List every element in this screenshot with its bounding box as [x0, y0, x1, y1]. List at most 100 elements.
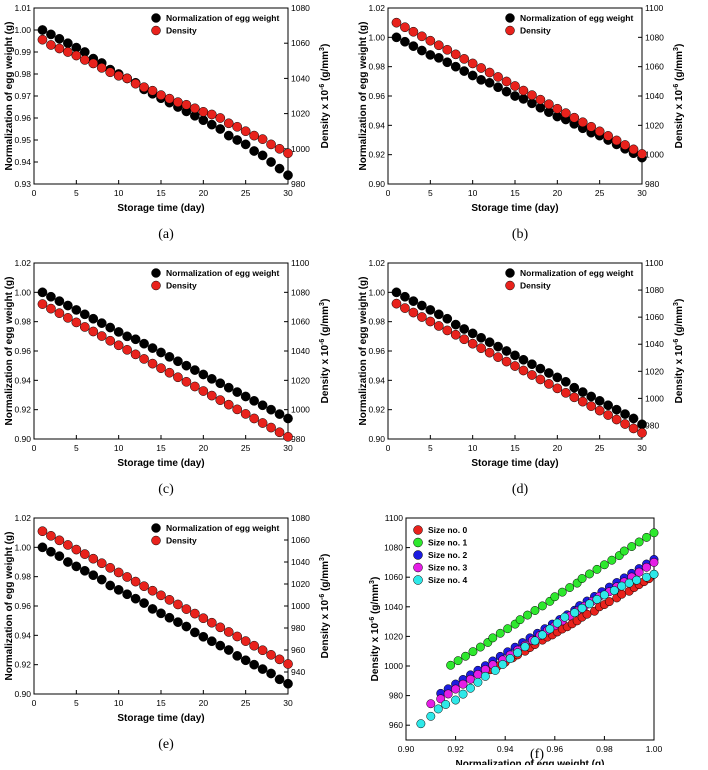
data-point	[518, 85, 529, 96]
legend-label: Density	[166, 281, 197, 291]
y-tick-label: 0.96	[14, 113, 31, 123]
data-point	[232, 135, 243, 145]
data-point	[518, 354, 529, 365]
data-point	[181, 604, 192, 614]
x-axis-label: Storage time (day)	[117, 203, 204, 214]
data-point	[642, 532, 652, 542]
data-point	[198, 115, 209, 126]
legend-label: Size no. 2	[428, 550, 467, 560]
data-point	[466, 674, 475, 684]
x-axis-label: Storage time (day)	[117, 713, 204, 724]
data-point	[215, 378, 226, 389]
data-point	[400, 36, 410, 47]
data-point	[283, 148, 293, 159]
data-point	[249, 413, 259, 424]
data-point	[552, 618, 562, 628]
data-point	[88, 313, 99, 324]
data-point	[232, 631, 243, 642]
y-tick-label: 0.94	[368, 375, 385, 385]
data-point	[88, 570, 99, 581]
data-point	[113, 327, 124, 337]
data-point	[266, 649, 276, 660]
panel-caption: (e)	[158, 737, 174, 752]
data-point	[274, 427, 285, 438]
data-point	[467, 58, 478, 69]
legend-label: Size no. 0	[428, 525, 467, 535]
x-tick-label: 5	[428, 443, 433, 453]
series-size-no-4	[416, 569, 659, 729]
data-point	[266, 668, 276, 679]
data-point	[495, 628, 505, 638]
data-point	[156, 363, 166, 374]
data-point	[473, 669, 483, 679]
y-tick-label: 1100	[385, 513, 404, 523]
x-tick-label: 25	[595, 443, 605, 453]
data-point	[552, 103, 563, 114]
data-point	[147, 358, 158, 369]
data-point	[446, 660, 456, 670]
data-point	[274, 654, 285, 665]
legend-label: Density	[520, 26, 551, 36]
data-point	[637, 149, 647, 159]
data-point	[156, 347, 166, 358]
data-point	[577, 574, 587, 583]
data-point	[130, 334, 141, 345]
y2-tick-label: 1080	[645, 285, 664, 295]
data-point	[113, 340, 124, 351]
x-axis-label: Storage time (day)	[117, 458, 204, 469]
data-point	[527, 90, 537, 100]
y2-tick-label: 1020	[645, 366, 664, 376]
data-point	[198, 386, 209, 396]
data-point	[257, 645, 268, 656]
data-point	[156, 590, 166, 601]
data-point	[603, 131, 613, 141]
data-point	[527, 370, 537, 380]
data-point	[105, 322, 116, 333]
data-point	[113, 585, 124, 595]
chart-svg: 0.90 0.92 0.94 0.96 0.98 1.00 960 980 1000 1020 10…	[369, 513, 663, 770]
legend-label: Normalization of egg weight	[166, 523, 280, 533]
y-tick-label: 0.96	[368, 346, 385, 356]
x-axis-label: Storage time (day)	[471, 458, 558, 469]
legend: Normalization of egg weight Density	[505, 13, 634, 36]
data-point	[433, 53, 444, 63]
data-point	[240, 655, 251, 666]
data-point	[552, 372, 563, 383]
legend: Normalization of egg weight Density	[151, 268, 280, 291]
data-point	[426, 699, 436, 709]
data-point	[71, 305, 82, 315]
legend-label: Density	[166, 536, 197, 546]
data-point	[603, 400, 613, 411]
y2-tick-label: 1020	[645, 120, 664, 130]
data-point	[105, 562, 116, 573]
data-point	[535, 94, 546, 105]
data-point	[450, 329, 461, 340]
y2-tick-label: 980	[291, 179, 305, 189]
y-tick-label: 1.00	[14, 542, 31, 552]
series-density	[37, 34, 293, 159]
data-point	[63, 540, 73, 550]
series-normalization-of-egg-weight	[37, 542, 293, 689]
y-axis-label: Density x 10-6 (g/mm3)	[369, 577, 381, 682]
data-point	[586, 401, 597, 411]
data-point	[240, 126, 251, 137]
data-point	[113, 567, 124, 578]
series-normalization-of-egg-weight	[391, 32, 647, 163]
data-point	[433, 40, 444, 51]
data-point	[552, 383, 563, 394]
y-tick-label: 0.99	[14, 47, 31, 57]
data-point	[37, 25, 48, 35]
data-point	[79, 565, 90, 576]
data-point	[96, 62, 107, 73]
x-tick-label: 5	[74, 443, 79, 453]
data-point	[475, 642, 485, 652]
y2-tick-label: 980	[645, 420, 659, 430]
y-tick-label: 0.94	[14, 630, 31, 640]
series-size-no-1	[446, 528, 659, 670]
data-point	[577, 387, 588, 397]
y2-axis-label: Density x 10-6 (g/mm3)	[319, 554, 331, 659]
y2-axis-label: Density x 10-6 (g/mm3)	[673, 44, 685, 149]
data-point	[417, 45, 427, 56]
data-point	[54, 308, 65, 319]
data-point	[63, 557, 73, 567]
